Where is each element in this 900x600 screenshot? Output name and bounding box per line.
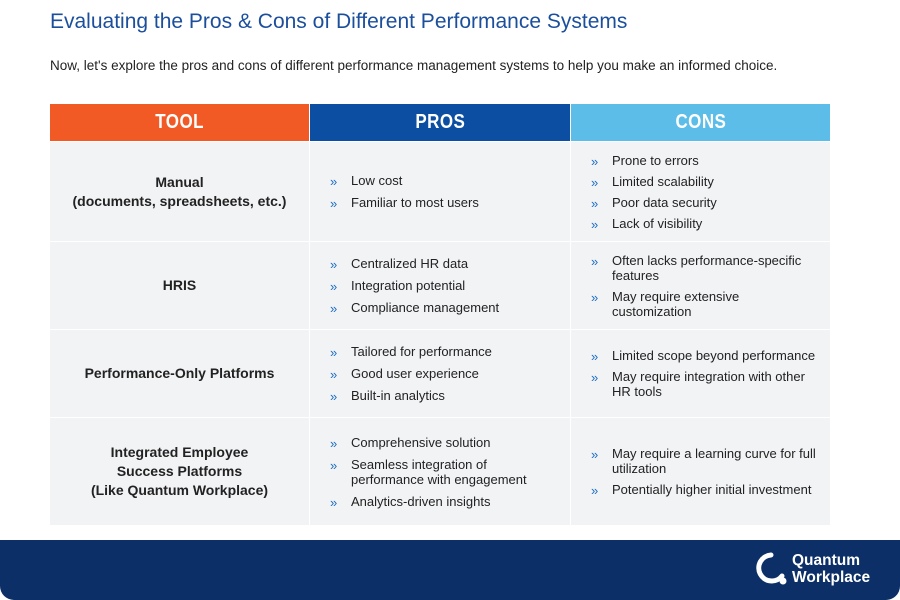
column-header-text: PROS — [415, 111, 465, 133]
column-header-text: CONS — [675, 111, 726, 133]
tool-cell: HRIS — [50, 242, 309, 329]
pro-item: Centralized HR data — [330, 256, 561, 272]
pro-item: Comprehensive solution — [330, 435, 561, 451]
column-header-text: TOOL — [155, 111, 204, 133]
tool-cell: Manual (documents, spreadsheets, etc.) — [50, 142, 309, 241]
cons-cell: Often lacks performance-specific feature… — [571, 242, 830, 329]
pro-item: Familiar to most users — [330, 195, 561, 211]
column-header: TOOL — [50, 104, 309, 141]
comparison-table: TOOL PROS CONS Manual (documents, spreadshee… — [50, 104, 830, 525]
tool-cell: Integrated Employee Success Platforms (Lik… — [50, 418, 309, 525]
con-item: Poor data security — [591, 195, 822, 211]
tool-name-line: Success Platforms — [116, 463, 243, 479]
logo-icon — [756, 552, 787, 585]
con-item: Limited scalability — [591, 174, 822, 190]
pros-cell: Comprehensive solution Seamless integrati… — [310, 418, 570, 525]
con-item: Potentially higher initial investment — [591, 482, 822, 498]
pro-item: Analytics-driven insights — [330, 494, 561, 510]
pro-item: Integration potential — [330, 278, 561, 294]
cons-cell: Prone to errors Limited scalability Poor d… — [571, 142, 830, 241]
pros-cell: Low cost Familiar to most users — [310, 142, 570, 241]
pro-item: Compliance management — [330, 300, 561, 316]
tool-name-line: (documents, spreadsheets, etc.) — [72, 192, 287, 209]
con-item: Often lacks performance-specific feature… — [591, 253, 822, 283]
con-item: May require a learning curve for full ut… — [591, 446, 822, 476]
tool-name-line: Manual — [155, 173, 204, 190]
con-item: Limited scope beyond performance — [591, 348, 822, 364]
tool-name-line: HRIS — [162, 277, 197, 293]
page-title: Evaluating the Pros & Cons of Different … — [50, 10, 628, 33]
pro-item: Low cost — [330, 173, 561, 189]
pros-cell: Tailored for performance Good user experi… — [310, 330, 570, 417]
cons-cell: Limited scope beyond performance May requ… — [571, 330, 830, 417]
tool-name-line: Performance-Only Platforms — [84, 365, 275, 381]
pro-item: Built-in analytics — [330, 388, 561, 404]
pros-cell: Centralized HR data Integration potential… — [310, 242, 570, 329]
pro-item: Good user experience — [330, 366, 561, 382]
cons-cell: May require a learning curve for full ut… — [571, 418, 830, 525]
con-item: Prone to errors — [591, 153, 822, 169]
column-header: PROS — [310, 104, 570, 141]
brand-line: Quantum — [792, 552, 861, 569]
brand-name: Quantum Workplace — [792, 552, 870, 586]
brand-line: Workplace — [792, 569, 871, 586]
tool-name-line: (Like Quantum Workplace) — [90, 482, 269, 498]
con-item: Lack of visibility — [591, 216, 822, 232]
column-header: CONS — [571, 104, 830, 141]
footer: Quantum Workplace — [0, 540, 900, 600]
tool-cell: Performance-Only Platforms — [50, 330, 309, 417]
pro-item: Tailored for performance — [330, 344, 561, 360]
con-item: May require extensive customization — [591, 289, 822, 319]
page-subtitle: Now, let's explore the pros and cons of … — [50, 58, 778, 73]
con-item: May require integration with other HR to… — [591, 369, 822, 399]
pro-item: Seamless integration of performance with… — [330, 457, 561, 487]
tool-name-line: Integrated Employee — [110, 444, 249, 460]
